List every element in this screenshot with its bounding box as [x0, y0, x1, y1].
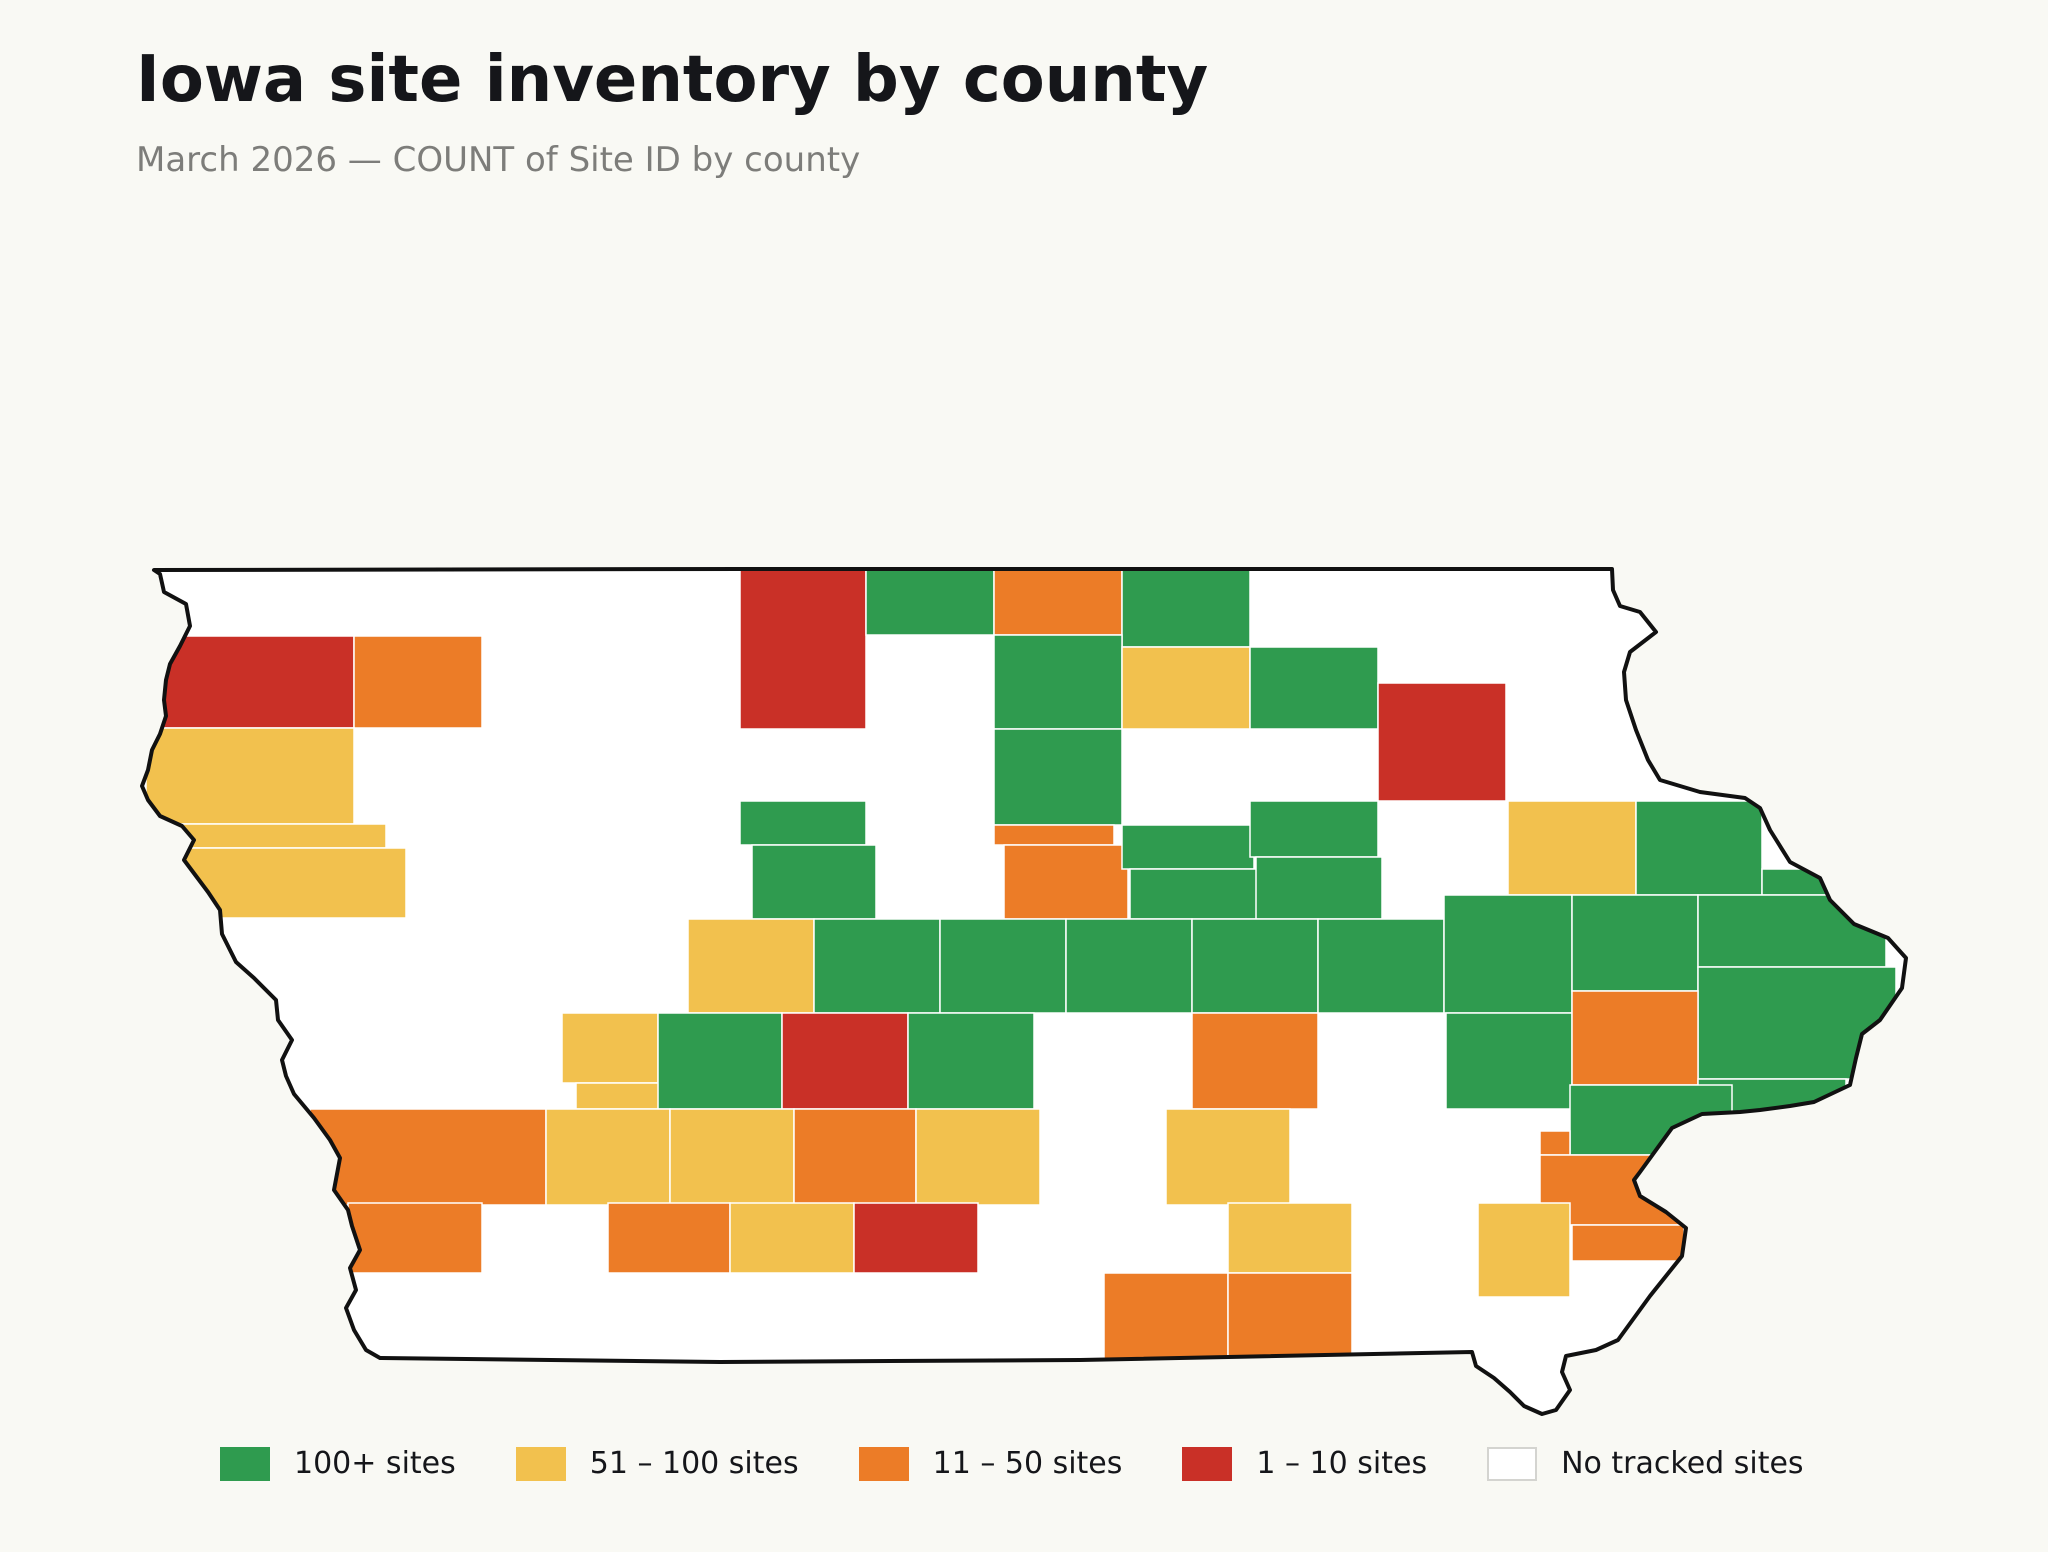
county-low: [1191, 1012, 1319, 1110]
county-high: [813, 918, 941, 1014]
legend: 100+ sites 51 – 100 sites 11 – 50 sites …: [220, 1446, 1804, 1481]
county-mid: [1165, 1108, 1291, 1206]
county-low: [1539, 1130, 1571, 1156]
county-low: [1003, 844, 1129, 920]
legend-label: 100+ sites: [294, 1446, 456, 1481]
county-min: [1377, 682, 1507, 802]
county-low: [793, 1108, 917, 1206]
county-min: [739, 569, 867, 730]
county-high: [1445, 1012, 1573, 1110]
county-min: [159, 635, 355, 729]
county-high: [939, 918, 1067, 1014]
county-mid: [179, 823, 387, 849]
legend-label: No tracked sites: [1561, 1446, 1804, 1481]
legend-item-100-plus: 100+ sites: [220, 1446, 456, 1481]
county-mid: [561, 1012, 659, 1084]
county-high: [907, 1012, 1035, 1110]
county-low: [347, 1202, 483, 1274]
legend-label: 51 – 100 sites: [589, 1446, 799, 1481]
county-layer: [145, 569, 1897, 1360]
iowa-state-outline: [140, 567, 1908, 1416]
county-low: [1227, 1272, 1353, 1360]
legend-swatch-1-10: [1182, 1446, 1233, 1481]
county-high: [1065, 918, 1193, 1014]
legend-label: 11 – 50 sites: [932, 1446, 1123, 1481]
county-low: [607, 1202, 731, 1274]
legend-item-51-100: 51 – 100 sites: [515, 1446, 799, 1481]
county-mid: [1121, 646, 1251, 730]
county-low: [309, 1108, 547, 1206]
county-mid: [1477, 1202, 1571, 1298]
county-high: [751, 844, 877, 920]
county-mid: [1507, 800, 1637, 896]
county-low: [993, 824, 1115, 846]
county-high: [1255, 856, 1383, 920]
county-high: [739, 800, 867, 846]
county-low: [1571, 990, 1699, 1086]
county-high: [1121, 824, 1255, 870]
county-high: [865, 569, 995, 636]
county-low: [1571, 1224, 1685, 1262]
legend-swatch-100-plus: [220, 1446, 270, 1481]
legend-item-1-10: 1 – 10 sites: [1182, 1446, 1427, 1481]
county-mid: [915, 1108, 1041, 1206]
county-high: [1191, 918, 1319, 1014]
county-mid: [575, 1082, 669, 1110]
county-high: [993, 634, 1123, 730]
legend-item-11-50: 11 – 50 sites: [858, 1446, 1123, 1481]
county-high: [1317, 918, 1445, 1014]
county-high: [1571, 894, 1699, 992]
county-high: [1249, 800, 1379, 858]
legend-swatch-11-50: [858, 1446, 909, 1481]
county-mid: [687, 918, 815, 1014]
county-high: [1443, 894, 1573, 1014]
county-high: [1635, 800, 1763, 896]
legend-item-none: No tracked sites: [1487, 1446, 1804, 1481]
county-min: [853, 1202, 979, 1274]
county-high: [657, 1012, 783, 1110]
county-mid: [145, 727, 355, 825]
county-high: [1697, 966, 1897, 1080]
county-mid: [179, 847, 407, 919]
county-min: [781, 1012, 909, 1110]
county-high: [1129, 868, 1259, 920]
county-low: [353, 635, 483, 729]
legend-swatch-none: [1487, 1446, 1538, 1481]
county-high: [1121, 569, 1251, 648]
county-mid: [669, 1108, 795, 1206]
map-subtitle: March 2026 — COUNT of Site ID by county: [136, 140, 861, 180]
county-low: [1103, 1272, 1229, 1360]
county-high: [993, 728, 1123, 826]
map-title: Iowa site inventory by county: [136, 43, 1209, 117]
county-mid: [1227, 1202, 1353, 1274]
county-high: [1569, 1084, 1733, 1156]
legend-label: 1 – 10 sites: [1256, 1446, 1428, 1481]
county-high: [1249, 646, 1379, 730]
county-mid: [729, 1202, 855, 1274]
legend-swatch-51-100: [515, 1446, 566, 1481]
county-low: [993, 569, 1123, 636]
state-outline-layer: [140, 567, 1908, 1416]
county-high: [1697, 894, 1887, 968]
county-mid: [545, 1108, 671, 1206]
